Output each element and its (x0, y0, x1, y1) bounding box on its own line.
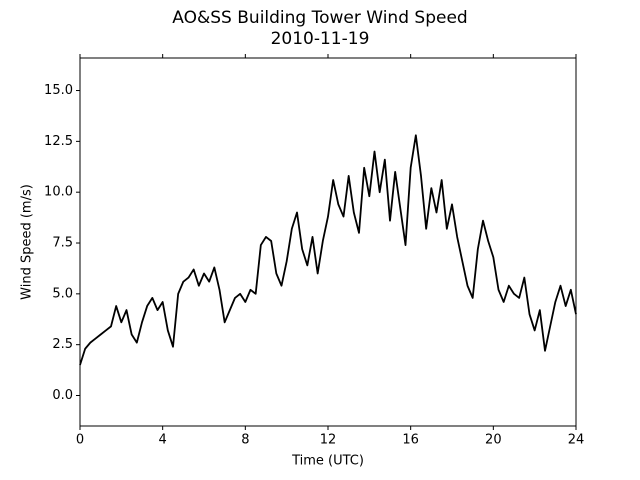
x-tick-label: 4 (159, 433, 167, 448)
x-tick-label: 8 (241, 433, 249, 448)
y-tick-label: 5.0 (52, 286, 73, 301)
y-axis-label: Wind Speed (m/s) (20, 184, 35, 300)
line (79, 134, 577, 366)
y-tick-label: 15.0 (44, 83, 73, 98)
y-tick-label: 12.5 (44, 134, 73, 149)
plot-frame (79, 57, 577, 427)
chart-subtitle: 2010-11-19 (271, 29, 370, 49)
x-axis-label: Time (UTC) (291, 454, 364, 469)
x-tick-label: 16 (402, 433, 419, 448)
y-tick-label: 0.0 (52, 388, 73, 403)
x-tick-label: 24 (568, 433, 585, 448)
y-tick-label: 10.0 (44, 185, 73, 200)
x-tick-label: 0 (76, 433, 84, 448)
y-tick-label: 2.5 (52, 337, 73, 352)
x-tick-label: 12 (320, 433, 337, 448)
x-tick-label: 20 (485, 433, 502, 448)
chart-title: AO&SS Building Tower Wind Speed (172, 8, 467, 28)
y-tick-label: 7.5 (52, 236, 73, 251)
